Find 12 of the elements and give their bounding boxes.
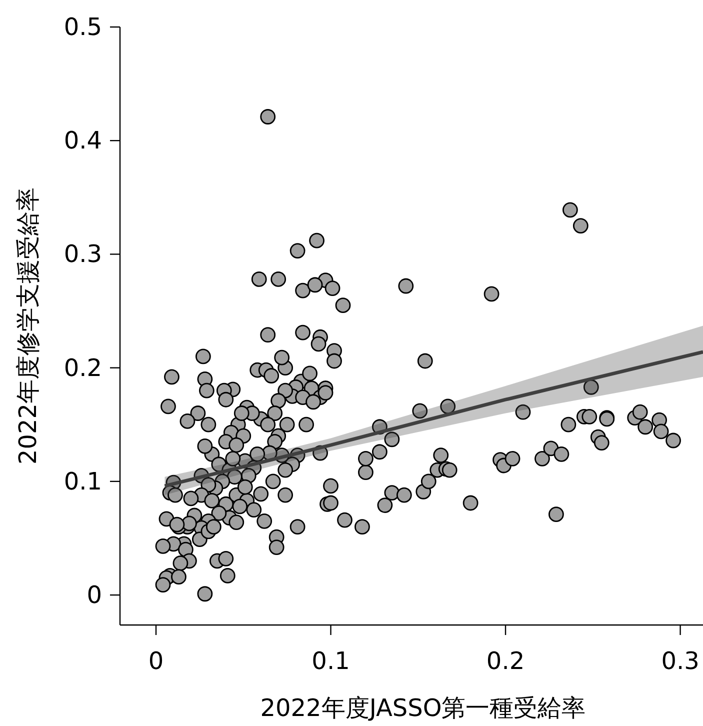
y-tick-label: 0.3 [64,240,102,268]
y-tick-label: 0.4 [64,126,102,155]
x-tick-label: 0 [148,647,164,675]
x-tick-label: 0.1 [312,647,350,675]
x-tick-label: 0.3 [661,647,700,675]
y-axis-title: 2022年度修学支援受給率 [14,187,42,465]
x-tick-label: 0.2 [486,647,525,675]
y-tick-label: 0.1 [64,467,102,496]
x-axis-title: 2022年度JASSO第一種受給率 [260,694,586,722]
y-tick-label: 0.5 [64,13,102,41]
y-tick-label: 0.2 [64,354,102,382]
y-tick-label: 0 [86,581,102,610]
